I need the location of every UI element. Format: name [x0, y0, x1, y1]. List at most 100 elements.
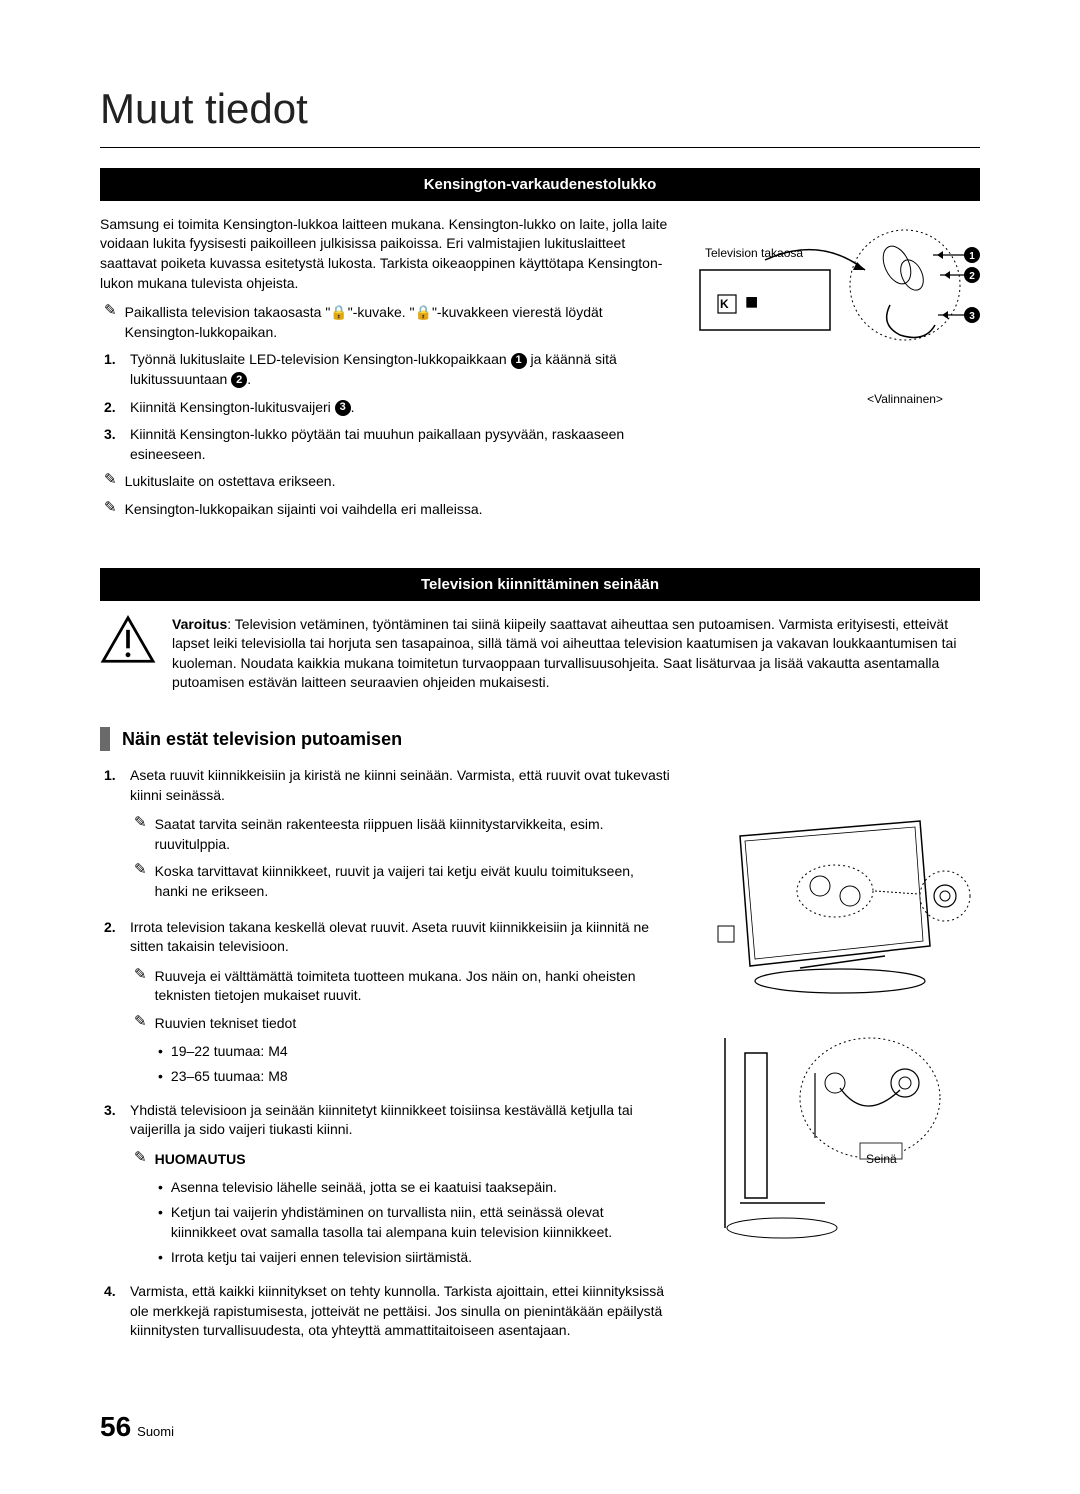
t: Asenna televisio lähelle seinää, jotta s…	[171, 1178, 557, 1198]
section1-step3: 3. Kiinnitä Kensington-lukko pöytään tai…	[104, 425, 670, 464]
t: Koska tarvittavat kiinnikkeet, ruuvit ja…	[155, 862, 670, 901]
t: Kiinnitä Kensington-lukitusvaijeri	[130, 399, 335, 415]
svg-text:■: ■	[745, 289, 758, 314]
sub-heading-row: Näin estät television putoamisen	[100, 727, 980, 752]
s2-s2-n2: ✎ Ruuvien tekniset tiedot	[134, 1014, 670, 1034]
t: .	[247, 371, 251, 387]
note3-text: Kensington-lukkopaikan sijainti voi vaih…	[125, 500, 483, 520]
sub-heading: Näin estät television putoamisen	[122, 727, 402, 752]
svg-text:3: 3	[969, 311, 975, 322]
note-icon: ✎	[134, 1014, 147, 1031]
t: Yhdistä televisioon ja seinään kiinnitet…	[130, 1101, 670, 1140]
kensington-diagram: ■ K 1 2 3	[690, 215, 980, 385]
s2-step2: 2. Irrota television takana keskellä ole…	[104, 918, 670, 1093]
circled-3-icon: 3	[335, 400, 351, 416]
num-1: 1.	[104, 350, 122, 370]
note-icon: ✎	[104, 472, 117, 489]
title-rule	[100, 147, 980, 148]
svg-text:2: 2	[969, 271, 975, 282]
t: Ruuvien tekniset tiedot	[155, 1014, 297, 1034]
t: Varmista, että kaikki kiinnitykset on te…	[130, 1282, 670, 1341]
tv-back-diagram	[690, 806, 980, 1006]
note-icon: ✎	[134, 1150, 147, 1167]
s2-s1-n2: ✎ Koska tarvittavat kiinnikkeet, ruuvit …	[134, 862, 670, 901]
tv-wall-diagram	[690, 1028, 980, 1248]
section2-text: 1. Aseta ruuvit kiinnikkeisiin ja kirist…	[100, 766, 670, 1349]
section1-step1: 1. Työnnä lukituslaite LED-television Ke…	[104, 350, 670, 389]
num-2: 2.	[104, 918, 122, 938]
note-icon: ✎	[134, 967, 147, 984]
section1-figure: ■ K 1 2 3 Television takaosa <Valinnaine…	[690, 215, 980, 528]
t: "-kuvake. "	[348, 304, 415, 320]
note-icon: ✎	[134, 862, 147, 879]
circled-2-icon: 2	[231, 372, 247, 388]
t: Aseta ruuvit kiinnikkeisiin ja kiristä n…	[130, 766, 670, 805]
k-icon: 🔒	[415, 304, 432, 320]
num-2: 2.	[104, 398, 122, 418]
t: 19–22 tuumaa: M4	[171, 1042, 288, 1062]
sub-head-bar	[100, 727, 110, 751]
t: Irrota ketju tai vaijeri ennen televisio…	[171, 1248, 472, 1268]
step2-text: Kiinnitä Kensington-lukitusvaijeri 3.	[130, 398, 355, 418]
num-1: 1.	[104, 766, 122, 786]
section2-body: 1. Aseta ruuvit kiinnikkeisiin ja kirist…	[100, 766, 980, 1349]
t: Saatat tarvita seinän rakenteesta riippu…	[155, 815, 670, 854]
dot-icon: •	[158, 1178, 163, 1198]
section1-step2: 2. Kiinnitä Kensington-lukitusvaijeri 3.	[104, 398, 670, 418]
note-icon: ✎	[104, 303, 117, 320]
fig1-label2: <Valinnainen>	[830, 391, 980, 408]
t: 23–65 tuumaa: M8	[171, 1067, 288, 1087]
t: .	[351, 399, 355, 415]
s2-step1: 1. Aseta ruuvit kiinnikkeisiin ja kirist…	[104, 766, 670, 910]
note-icon: ✎	[134, 815, 147, 832]
bullet: •Irrota ketju tai vaijeri ennen televisi…	[158, 1248, 670, 1268]
s2-step3: 3. Yhdistä televisioon ja seinään kiinni…	[104, 1101, 670, 1274]
t: Ketjun tai vaijerin yhdistäminen on turv…	[171, 1203, 670, 1242]
page-title: Muut tiedot	[100, 80, 980, 139]
note-icon: ✎	[104, 500, 117, 517]
bullet: •Ketjun tai vaijerin yhdistäminen on tur…	[158, 1203, 670, 1242]
section1-text: Samsung ei toimita Kensington-lukkoa lai…	[100, 215, 670, 528]
warn-body: : Television vetäminen, työntäminen tai …	[172, 616, 956, 691]
notice-label: HUOMAUTUS	[155, 1150, 246, 1170]
bullet: • Asenna televisio lähelle seinää, jotta …	[158, 1178, 670, 1198]
s2-step1-body: Aseta ruuvit kiinnikkeisiin ja kiristä n…	[130, 766, 670, 910]
section2-figures: Seinä	[690, 766, 980, 1349]
svg-text:K: K	[720, 297, 729, 311]
note1-text: Paikallista television takaosasta "🔒"-ku…	[125, 303, 670, 342]
t: Paikallista television takaosasta "	[125, 304, 331, 320]
page-number: 56	[100, 1407, 131, 1446]
dot-icon: •	[158, 1203, 163, 1242]
page-footer: 56 Suomi	[100, 1407, 174, 1446]
t: Työnnä lukituslaite LED-television Kensi…	[130, 351, 511, 367]
s2-s3-bullets: • Asenna televisio lähelle seinää, jotta …	[158, 1178, 670, 1268]
bullet: • 23–65 tuumaa: M8	[158, 1067, 670, 1087]
step3-text: Kiinnitä Kensington-lukko pöytään tai mu…	[130, 425, 670, 464]
dot-icon: •	[158, 1067, 163, 1087]
s2-s3-notice: ✎ HUOMAUTUS	[134, 1150, 670, 1170]
section1-header: Kensington-varkaudenestolukko	[100, 168, 980, 201]
num-4: 4.	[104, 1282, 122, 1302]
section1-note3: ✎ Kensington-lukkopaikan sijainti voi va…	[104, 500, 670, 520]
k-icon: 🔒	[330, 304, 347, 320]
circled-1-icon: 1	[511, 353, 527, 369]
bullet: • 19–22 tuumaa: M4	[158, 1042, 670, 1062]
num-3: 3.	[104, 1101, 122, 1121]
fig2-wall-label: Seinä	[866, 1151, 1080, 1168]
num-3: 3.	[104, 425, 122, 445]
section1-note2: ✎ Lukituslaite on ostettava erikseen.	[104, 472, 670, 492]
s2-s2-bullets: • 19–22 tuumaa: M4 • 23–65 tuumaa: M8	[158, 1042, 670, 1087]
t: Ruuveja ei välttämättä toimiteta tuottee…	[155, 967, 670, 1006]
warning-row: Varoitus: Television vetäminen, työntämi…	[100, 615, 980, 703]
section2-header: Television kiinnittäminen seinään	[100, 568, 980, 601]
s2-step4: 4. Varmista, että kaikki kiinnitykset on…	[104, 1282, 670, 1341]
s2-s2-n1: ✎ Ruuveja ei välttämättä toimiteta tuott…	[134, 967, 670, 1006]
dot-icon: •	[158, 1042, 163, 1062]
s2-step3-body: Yhdistä televisioon ja seinään kiinnitet…	[130, 1101, 670, 1274]
s2-s1-n1: ✎ Saatat tarvita seinän rakenteesta riip…	[134, 815, 670, 854]
page-language: Suomi	[137, 1423, 174, 1441]
section1-body: Samsung ei toimita Kensington-lukkoa lai…	[100, 215, 980, 528]
note2-text: Lukituslaite on ostettava erikseen.	[125, 472, 336, 492]
warning-icon	[100, 615, 156, 665]
warning-text: Varoitus: Television vetäminen, työntämi…	[172, 615, 980, 693]
